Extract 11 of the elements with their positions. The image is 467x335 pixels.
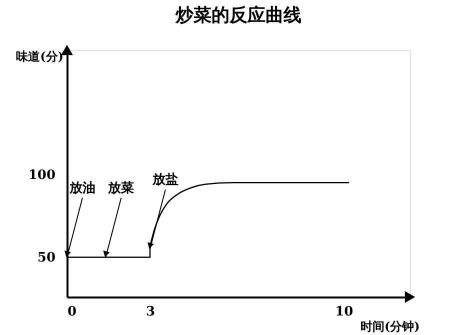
x-axis-title: 时间(分钟) [360,320,420,334]
x-tick-label: 3 [146,304,156,320]
annotation: 放盐 [151,172,178,188]
annotation: 放油 [68,180,96,196]
y-axis-title: 味道(分) [16,50,64,64]
annotation: 放菜 [107,180,134,196]
x-tick-label: 10 [335,304,354,320]
y-tick-label: 50 [37,250,56,266]
y-tick-label: 100 [28,168,56,183]
chart-title: 炒菜的反应曲线 [174,4,302,26]
x-tick-label: 0 [68,304,77,320]
